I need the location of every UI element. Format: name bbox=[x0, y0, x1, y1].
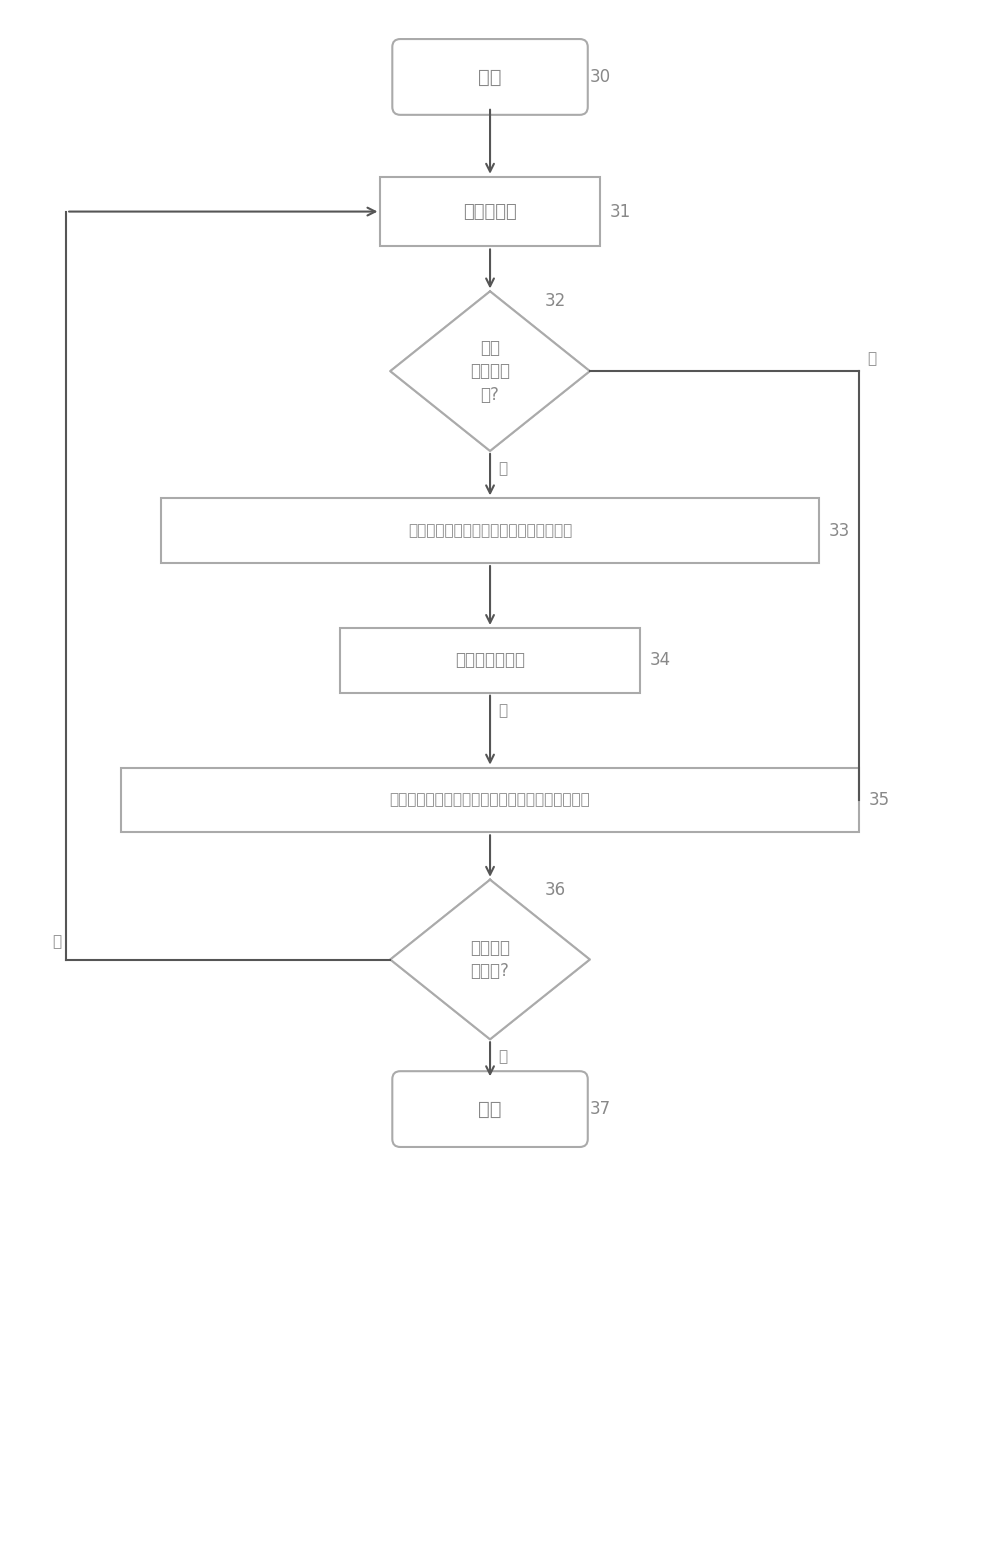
Polygon shape bbox=[390, 880, 590, 1039]
Bar bbox=[341, 628, 640, 693]
Text: 是: 是 bbox=[52, 935, 61, 949]
Text: 否: 否 bbox=[498, 1049, 507, 1064]
Bar bbox=[380, 176, 600, 246]
Text: 开始: 开始 bbox=[478, 67, 502, 86]
Text: 30: 30 bbox=[590, 69, 611, 86]
Text: 33: 33 bbox=[830, 522, 851, 539]
Polygon shape bbox=[390, 291, 590, 450]
FancyBboxPatch shape bbox=[392, 1072, 588, 1147]
Text: 是: 是 bbox=[498, 461, 507, 475]
Text: 32: 32 bbox=[545, 293, 566, 310]
Text: 是否
包含插桩
点?: 是否 包含插桩 点? bbox=[470, 338, 510, 404]
Text: 否: 否 bbox=[498, 703, 507, 718]
Text: 36: 36 bbox=[545, 880, 566, 899]
Bar bbox=[121, 768, 859, 832]
Text: 31: 31 bbox=[610, 203, 631, 221]
Bar bbox=[161, 499, 820, 562]
Text: 将所有插桩点逐个添加到文件中，产生一个新文件: 将所有插桩点逐个添加到文件中，产生一个新文件 bbox=[390, 793, 591, 807]
Text: 取一个文件: 取一个文件 bbox=[463, 203, 517, 221]
Text: 按行号顺序排列: 按行号顺序排列 bbox=[455, 651, 525, 670]
Text: 还有下一
个文件?: 还有下一 个文件? bbox=[470, 939, 510, 980]
Text: 35: 35 bbox=[869, 791, 890, 809]
Text: 将文件进行备份并找出文件中所有插桩点: 将文件进行备份并找出文件中所有插桩点 bbox=[408, 523, 573, 538]
Text: 否: 否 bbox=[867, 351, 876, 366]
FancyBboxPatch shape bbox=[392, 39, 588, 115]
Text: 34: 34 bbox=[649, 651, 670, 670]
Text: 结束: 结束 bbox=[478, 1100, 502, 1119]
Text: 37: 37 bbox=[590, 1100, 611, 1119]
